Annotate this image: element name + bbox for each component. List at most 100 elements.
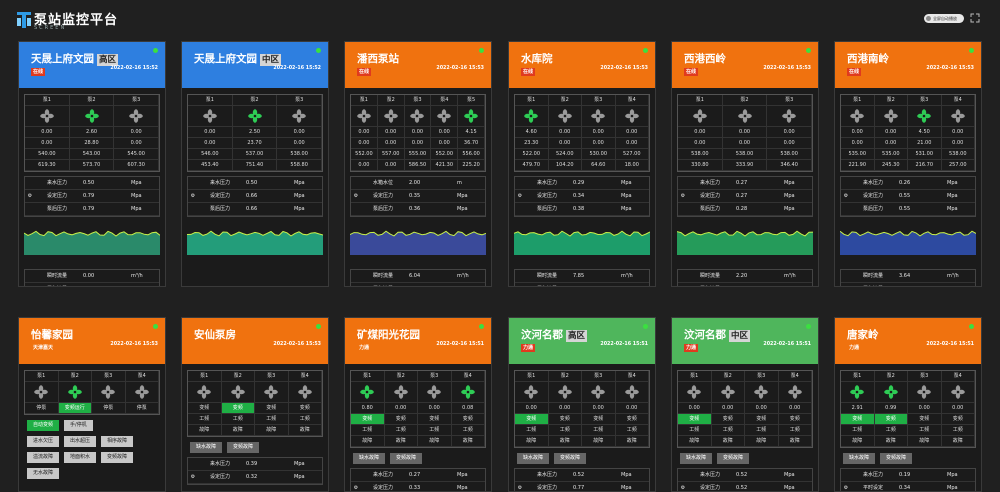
status-button[interactable]: 地面积水: [64, 452, 97, 463]
toggle-knob: [926, 16, 931, 21]
pump-cell[interactable]: [385, 382, 418, 402]
pump-cell[interactable]: [114, 106, 160, 126]
pump-cell[interactable]: [351, 382, 385, 402]
pump-cell[interactable]: [678, 106, 723, 126]
pump-cell[interactable]: [188, 382, 222, 402]
pump-cell[interactable]: [745, 382, 779, 402]
pump-cell[interactable]: [582, 382, 616, 402]
pump-cell[interactable]: [942, 106, 975, 126]
pump-cell[interactable]: [616, 382, 649, 402]
station-card[interactable]: 唐家岭 2022-02-16 15:51 力通 泵1 泵2 泵3 泵4 2.91 0.99 0.0…: [834, 317, 982, 492]
status-button[interactable]: 缺水故障: [190, 442, 223, 453]
gear-icon[interactable]: ⚙: [27, 193, 33, 199]
pump-cell[interactable]: [277, 106, 323, 126]
station-card[interactable]: 天晟上府文园 中区 2022-02-16 15:52 泵1 泵2 泵3 0.00 2.50 0.…: [181, 41, 329, 287]
pump-cell[interactable]: [712, 382, 745, 402]
gear-icon[interactable]: ⚙: [25, 283, 35, 286]
pump-cell[interactable]: [418, 382, 452, 402]
pump-cell[interactable]: [70, 106, 115, 126]
metric-unit: m³: [947, 283, 975, 286]
online-dot: [316, 48, 321, 53]
pump-cell[interactable]: [59, 382, 92, 402]
gear-icon[interactable]: ⚙: [351, 283, 361, 286]
pump-cell[interactable]: [431, 106, 459, 126]
pump-cell[interactable]: [582, 106, 616, 126]
gear-icon[interactable]: ⚙: [515, 283, 525, 286]
pump-cell[interactable]: [405, 106, 432, 126]
gear-icon[interactable]: ⚙: [678, 283, 688, 286]
pump-cell[interactable]: [549, 106, 582, 126]
pump-cell[interactable]: [875, 382, 908, 402]
pump-cell[interactable]: [25, 382, 59, 402]
gear-icon[interactable]: ⚙: [190, 474, 196, 480]
pump-cell[interactable]: [378, 106, 405, 126]
pump-cell[interactable]: [188, 106, 233, 126]
pump-cell[interactable]: [351, 106, 378, 126]
pump-cell[interactable]: [233, 106, 278, 126]
gear-icon[interactable]: ⚙: [843, 193, 849, 199]
pump-fan-icon: [737, 109, 752, 123]
fullscreen-icon[interactable]: [970, 13, 980, 23]
gear-icon[interactable]: ⚙: [680, 485, 686, 491]
pump-cell[interactable]: [289, 382, 322, 402]
station-card[interactable]: 西港南岭 2022-02-16 15:53 在线 泵1 泵2 泵3 泵4 0.00 0.00 4.…: [834, 41, 982, 287]
station-card[interactable]: 矿煤阳光花园 2022-02-16 15:51 力通 泵1 泵2 泵3 泵4 0.80 0.00…: [344, 317, 492, 492]
status-button[interactable]: 出水超压: [64, 436, 97, 447]
pump-cell[interactable]: [875, 106, 908, 126]
status-button[interactable]: 变频故障: [390, 453, 423, 464]
pump-cell[interactable]: [723, 106, 768, 126]
station-card[interactable]: 水库院 2022-02-16 15:53 在线 泵1 泵2 泵3 泵4 4.60 0.00 0.0…: [508, 41, 656, 287]
gear-icon[interactable]: ⚙: [680, 193, 686, 199]
status-button[interactable]: 缺水故障: [353, 453, 386, 464]
pump-cell[interactable]: [678, 382, 712, 402]
pump-cell[interactable]: [908, 106, 942, 126]
pump-cell[interactable]: [25, 106, 70, 126]
station-card[interactable]: 潘西泵站 2022-02-16 15:53 在线 泵1 泵2 泵3 泵4 泵5 0.00 0.00…: [344, 41, 492, 287]
pump-cell[interactable]: [515, 106, 549, 126]
status-button[interactable]: 进水欠压: [27, 436, 60, 447]
gear-icon[interactable]: ⚙: [517, 485, 523, 491]
gear-icon[interactable]: ⚙: [190, 193, 196, 199]
autoplay-toggle[interactable]: 全屏自动播放: [924, 14, 964, 23]
status-button[interactable]: 变频故障: [717, 453, 750, 464]
status-button[interactable]: 无水故障: [27, 468, 60, 479]
pump-cell[interactable]: [841, 382, 875, 402]
pump-cell[interactable]: [452, 382, 485, 402]
station-card[interactable]: 安仙泵房 2022-02-16 15:53 泵1 泵2 泵3 泵4 变频 变频 变频 变频 工频 工频…: [181, 317, 329, 492]
gear-icon[interactable]: ⚙: [841, 283, 851, 286]
station-card[interactable]: 汶河名郡 高区 2022-02-16 15:51 力通 泵1 泵2 泵3 泵4 0.00 0.00…: [508, 317, 656, 492]
pump-cell[interactable]: [126, 382, 159, 402]
gear-icon[interactable]: ⚙: [353, 485, 359, 491]
pump-cell[interactable]: [616, 106, 649, 126]
status-button[interactable]: 缺水故障: [680, 453, 713, 464]
status-button[interactable]: 相序故障: [101, 436, 134, 447]
station-card[interactable]: 怡馨家园 2022-02-16 15:53 天津嘉天 泵1 泵2 泵3 泵4 停泵 变频运行 停泵…: [18, 317, 166, 492]
status-button[interactable]: 缺水故障: [517, 453, 550, 464]
station-card[interactable]: 汶河名郡 中区 2022-02-16 15:51 力通 泵1 泵2 泵3 泵4 0.00 0.00…: [671, 317, 819, 492]
pump-cell[interactable]: [767, 106, 813, 126]
status-button[interactable]: 变频故障: [554, 453, 587, 464]
pump-cell[interactable]: [515, 382, 549, 402]
status-button[interactable]: 自动变频: [27, 420, 60, 431]
metric-row: 来水压力 0.26 Mpa: [841, 177, 975, 190]
station-card[interactable]: 西港西岭 2022-02-16 15:53 在线 泵1 泵2 泵3 0.00 0.00 0.00…: [671, 41, 819, 287]
pump-cell[interactable]: [255, 382, 289, 402]
pump-cell[interactable]: [222, 382, 255, 402]
status-button[interactable]: 溢流故障: [27, 452, 60, 463]
pump-cell[interactable]: [908, 382, 942, 402]
status-button[interactable]: 变频故障: [227, 442, 260, 453]
pump-cell[interactable]: [549, 382, 582, 402]
gear-icon[interactable]: ⚙: [517, 193, 523, 199]
status-button[interactable]: 缺水故障: [843, 453, 876, 464]
gear-icon[interactable]: ⚙: [353, 193, 359, 199]
pump-cell[interactable]: [942, 382, 975, 402]
status-button[interactable]: 变频故障: [880, 453, 913, 464]
pump-cell[interactable]: [458, 106, 485, 126]
pump-cell[interactable]: [841, 106, 875, 126]
station-card[interactable]: 天晟上府文园 高区 2022-02-16 15:52 在线 泵1 泵2 泵3 0.00 2.60…: [18, 41, 166, 287]
status-button[interactable]: 变频故障: [101, 452, 134, 463]
status-button[interactable]: 手/停机: [64, 420, 93, 431]
pump-cell[interactable]: [92, 382, 126, 402]
gear-icon[interactable]: ⚙: [843, 485, 849, 491]
pump-cell[interactable]: [779, 382, 812, 402]
